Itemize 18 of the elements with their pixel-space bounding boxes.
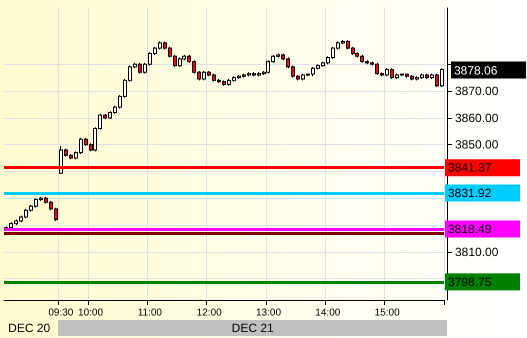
- y-tick-label: 3810.00: [455, 244, 499, 259]
- ref-line-label: 3841.37: [448, 160, 492, 175]
- ref-line-label: 3831.92: [448, 186, 492, 200]
- y-tick-label: 3860.00: [455, 110, 499, 125]
- text: DEC 21: [58, 320, 447, 336]
- x-tick-label: 13:00: [256, 308, 282, 318]
- x-tick-label: 10:00: [78, 308, 104, 318]
- x-tick-label: 12:00: [196, 308, 222, 318]
- y-tick-label: 3870.00: [455, 84, 499, 98]
- x-tick-label: 09:30: [48, 308, 74, 318]
- y-tick-label: 3850.00: [455, 138, 499, 152]
- ref-line-label: 3798.75: [448, 274, 492, 289]
- text: 3878.06: [454, 63, 498, 78]
- ref-line-label: 3818.49: [448, 222, 492, 236]
- text: DEC 20: [7, 320, 52, 336]
- x-tick-label: 11:00: [138, 308, 162, 318]
- x-tick-label: 15:00: [374, 308, 400, 318]
- x-tick-label: 14:00: [315, 308, 341, 318]
